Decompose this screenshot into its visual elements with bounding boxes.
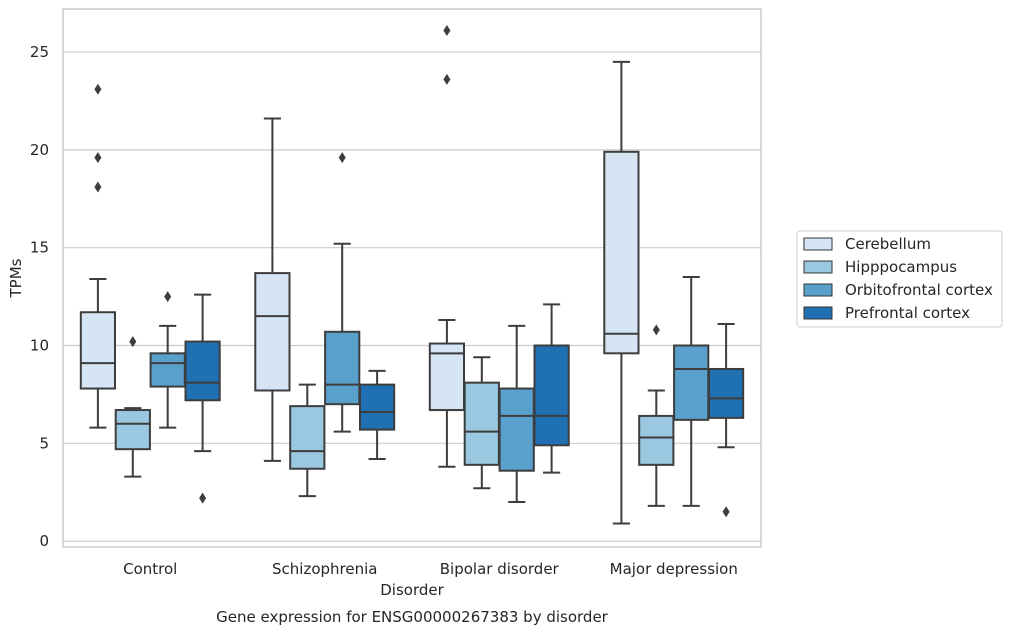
y-tick-label-15: 15 (30, 239, 49, 257)
box-cerebellum-control (79, 311, 117, 390)
y-tick-label-5: 5 (39, 434, 49, 452)
box-group-orbitofrontal-cortex-bipolar-disorder (498, 324, 535, 504)
outlier-cerebellum-control-2 (94, 83, 102, 95)
box-group-cerebellum-bipolar-disorder (428, 25, 466, 468)
box-group-orbitofrontal-cortex-schizophrenia (324, 152, 361, 433)
box-group-prefrontal-cortex-bipolar-disorder (533, 303, 570, 474)
box-group-prefrontal-cortex-control (184, 293, 221, 504)
box-cerebellum-bipolar-disorder (428, 342, 466, 412)
outlier-prefrontal-cortex-major-depression-0 (722, 506, 730, 518)
box-group-hipppocampus-major-depression (638, 324, 675, 507)
legend-label-hipppocampus: Hipppocampus (845, 258, 957, 276)
box-orbitofrontal-cortex-control (149, 352, 186, 388)
outlier-orbitofrontal-cortex-schizophrenia-0 (338, 152, 346, 164)
box-group-cerebellum-control (79, 83, 117, 429)
box-group-hipppocampus-schizophrenia (289, 383, 326, 498)
box-prefrontal-cortex-schizophrenia (358, 383, 396, 431)
legend-swatch-orbitofrontal-cortex (803, 283, 833, 297)
box-group-orbitofrontal-cortex-major-depression (673, 276, 710, 507)
box-hipppocampus-schizophrenia (289, 405, 326, 470)
plot-marks (79, 25, 745, 525)
chart-caption: Gene expression for ENSG00000267383 by d… (216, 608, 609, 626)
x-tick-label-control: Control (123, 560, 177, 578)
outlier-cerebellum-control-1 (94, 152, 102, 164)
legend-swatch-prefrontal-cortex (803, 306, 833, 320)
box-hipppocampus-control (114, 409, 151, 451)
y-tick-label-25: 25 (30, 43, 49, 61)
x-tick-label-bipolar-disorder: Bipolar disorder (440, 560, 560, 578)
x-axis-ticks: Control Schizophrenia Bipolar disorder Majo… (123, 560, 738, 578)
y-axis-ticks: 0 5 10 15 20 25 (30, 43, 49, 550)
box-orbitofrontal-cortex-schizophrenia (324, 330, 361, 406)
box-group-hipppocampus-control (114, 336, 151, 478)
x-axis-title: Disorder (380, 581, 444, 599)
outlier-orbitofrontal-cortex-control-0 (164, 291, 172, 303)
outlier-cerebellum-bipolar-disorder-0 (443, 73, 451, 85)
box-group-prefrontal-cortex-schizophrenia (358, 369, 396, 460)
legend-label-prefrontal-cortex: Prefrontal cortex (845, 304, 970, 322)
box-group-orbitofrontal-cortex-control (149, 291, 186, 429)
box-orbitofrontal-cortex-major-depression (673, 344, 710, 421)
legend-label-cerebellum: Cerebellum (845, 235, 931, 253)
x-tick-label-major-depression: Major depression (610, 560, 738, 578)
legend: Cerebellum Hipppocampus Orbitofrontal co… (796, 230, 1003, 328)
y-tick-label-0: 0 (39, 532, 49, 550)
box-cerebellum-schizophrenia (254, 272, 291, 392)
box-prefrontal-cortex-control (184, 340, 221, 402)
box-group-prefrontal-cortex-major-depression (707, 322, 745, 518)
y-tick-label-20: 20 (30, 141, 49, 159)
box-group-hipppocampus-bipolar-disorder (463, 356, 500, 490)
legend-swatch-hipppocampus (803, 260, 833, 274)
box-prefrontal-cortex-bipolar-disorder (533, 344, 570, 447)
plot-frame (62, 8, 762, 548)
box-orbitofrontal-cortex-bipolar-disorder (498, 387, 535, 472)
box-prefrontal-cortex-major-depression (707, 367, 745, 419)
box-group-cerebellum-major-depression (603, 60, 640, 525)
x-tick-label-schizophrenia: Schizophrenia (272, 560, 377, 578)
gridlines (63, 51, 761, 542)
legend-swatch-cerebellum (803, 237, 833, 251)
legend-label-orbitofrontal-cortex: Orbitofrontal cortex (845, 281, 993, 299)
outlier-cerebellum-control-0 (94, 181, 102, 193)
box-group-cerebellum-schizophrenia (254, 117, 291, 462)
box-hipppocampus-bipolar-disorder (463, 381, 500, 466)
outlier-hipppocampus-control-0 (129, 336, 137, 348)
box-hipppocampus-major-depression (638, 414, 675, 466)
y-tick-label-10: 10 (30, 336, 49, 354)
y-axis-title: TPMs (7, 258, 25, 298)
legend-frame (796, 230, 1003, 328)
outlier-cerebellum-bipolar-disorder-1 (443, 25, 451, 37)
box-cerebellum-major-depression (603, 150, 640, 355)
outlier-hipppocampus-major-depression-0 (652, 324, 660, 336)
outlier-prefrontal-cortex-control-0 (199, 492, 207, 504)
